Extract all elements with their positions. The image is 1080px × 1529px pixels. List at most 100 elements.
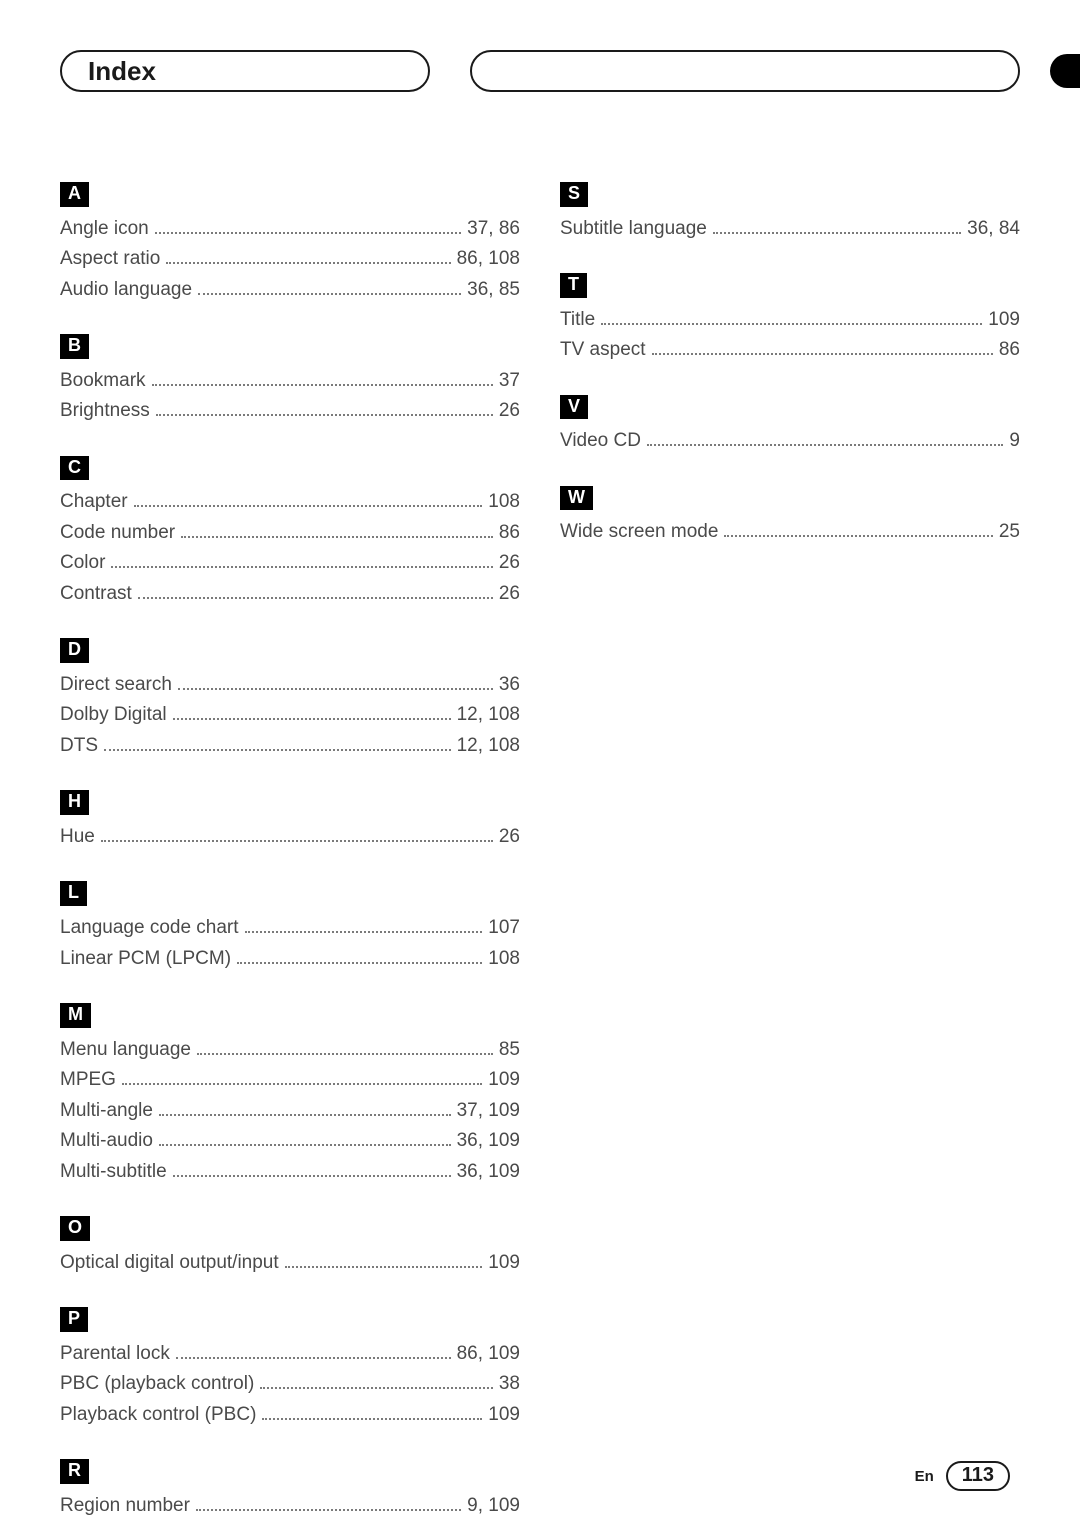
index-entry: Optical digital output/input109 — [60, 1249, 520, 1278]
index-section: OOptical digital output/input109 — [60, 1188, 520, 1277]
index-section: HHue26 — [60, 762, 520, 851]
index-entry: Multi-subtitle36, 109 — [60, 1158, 520, 1187]
index-column-right: SSubtitle language36, 84TTitle109TV aspe… — [560, 182, 1020, 1522]
index-section: CChapter108Code number86Color26Contrast2… — [60, 428, 520, 609]
leader-dots — [134, 505, 483, 507]
leader-dots — [155, 232, 461, 234]
index-pages: 36 — [499, 671, 520, 700]
index-term: Subtitle language — [560, 215, 707, 244]
index-term: PBC (playback control) — [60, 1370, 254, 1399]
leader-dots — [178, 688, 493, 690]
index-pages: 26 — [499, 397, 520, 426]
index-term: Multi-audio — [60, 1127, 153, 1156]
index-pages: 37, 109 — [457, 1097, 520, 1126]
index-pages: 38 — [499, 1370, 520, 1399]
leader-dots — [156, 414, 493, 416]
leader-dots — [713, 232, 961, 234]
index-entry: Color 26 — [60, 549, 520, 578]
index-entry: Playback control (PBC)109 — [60, 1401, 520, 1430]
index-entry: Dolby Digital12, 108 — [60, 701, 520, 730]
index-pages: 109 — [488, 1066, 520, 1095]
index-term: Aspect ratio — [60, 245, 160, 274]
index-section: LLanguage code chart107Linear PCM (LPCM)… — [60, 853, 520, 973]
index-section: A Angle icon37, 86Aspect ratio 86, 108Audi… — [60, 182, 520, 304]
index-pages: 37, 86 — [467, 215, 520, 244]
index-pages: 36, 85 — [467, 276, 520, 305]
index-pages: 26 — [499, 580, 520, 609]
index-section: WWide screen mode25 — [560, 458, 1020, 547]
letter-badge: S — [560, 182, 588, 207]
leader-dots — [104, 749, 451, 751]
index-entry: Title 109 — [560, 306, 1020, 335]
index-pages: 26 — [499, 549, 520, 578]
index-section: S Subtitle language 36, 84 — [560, 182, 1020, 243]
index-term: Chapter — [60, 488, 128, 517]
header-row: Index — [60, 50, 1020, 92]
index-pages: 109 — [988, 306, 1020, 335]
index-pages: 9, 109 — [467, 1492, 520, 1521]
index-term: Color — [60, 549, 105, 578]
index-term: Dolby Digital — [60, 701, 167, 730]
index-term: Hue — [60, 823, 95, 852]
leader-dots — [652, 353, 993, 355]
leader-dots — [601, 323, 982, 325]
index-term: MPEG — [60, 1066, 116, 1095]
leader-dots — [724, 535, 992, 537]
index-entry: Code number86 — [60, 519, 520, 548]
index-pages: 36, 109 — [457, 1127, 520, 1156]
index-term: Brightness — [60, 397, 150, 426]
index-pages: 108 — [488, 945, 520, 974]
index-entry: Region number9, 109 — [60, 1492, 520, 1521]
index-term: Video CD — [560, 427, 641, 456]
index-section: R Region number9, 109 — [60, 1431, 520, 1520]
index-term: Linear PCM (LPCM) — [60, 945, 231, 974]
index-entry: Aspect ratio 86, 108 — [60, 245, 520, 274]
index-section: TTitle109TV aspect86 — [560, 245, 1020, 365]
index-term: Contrast — [60, 580, 132, 609]
index-pages: 109 — [488, 1249, 520, 1278]
index-section: V Video CD9 — [560, 367, 1020, 456]
index-entry: Video CD9 — [560, 427, 1020, 456]
letter-badge: A — [60, 182, 89, 207]
leader-dots — [197, 1053, 493, 1055]
index-term: Bookmark — [60, 367, 146, 396]
index-pages: 86 — [499, 519, 520, 548]
letter-badge: R — [60, 1459, 89, 1484]
index-pages: 36, 84 — [967, 215, 1020, 244]
leader-dots — [173, 1175, 451, 1177]
letter-badge: L — [60, 881, 87, 906]
letter-badge: D — [60, 638, 89, 663]
leader-dots — [237, 962, 482, 964]
leader-dots — [101, 840, 493, 842]
leader-dots — [262, 1418, 482, 1420]
index-term: Wide screen mode — [560, 518, 718, 547]
index-entry: Parental lock86, 109 — [60, 1340, 520, 1369]
index-term: Title — [560, 306, 595, 335]
page-title: Index — [88, 56, 156, 87]
letter-badge: V — [560, 395, 588, 420]
index-entry: Audio language36, 85 — [60, 276, 520, 305]
index-column-left: A Angle icon37, 86Aspect ratio 86, 108Audi… — [60, 182, 520, 1522]
letter-badge: B — [60, 334, 89, 359]
index-pages: 26 — [499, 823, 520, 852]
leader-dots — [198, 293, 461, 295]
index-entry: Direct search 36 — [60, 671, 520, 700]
index-pages: 107 — [488, 914, 520, 943]
index-term: Parental lock — [60, 1340, 170, 1369]
edge-tab — [1050, 54, 1080, 88]
index-pages: 86, 108 — [457, 245, 520, 274]
leader-dots — [138, 597, 493, 599]
index-section: MMenu language85MPEG109Multi-angle37, 10… — [60, 975, 520, 1186]
index-term: Direct search — [60, 671, 172, 700]
index-entry: Menu language85 — [60, 1036, 520, 1065]
index-columns: A Angle icon37, 86Aspect ratio 86, 108Audi… — [60, 182, 1020, 1522]
index-entry: Linear PCM (LPCM) 108 — [60, 945, 520, 974]
index-entry: MPEG 109 — [60, 1066, 520, 1095]
leader-dots — [166, 262, 450, 264]
leader-dots — [181, 536, 493, 538]
leader-dots — [196, 1509, 461, 1511]
index-entry: Angle icon37, 86 — [60, 215, 520, 244]
index-section: P Parental lock86, 109PBC (playback contr… — [60, 1279, 520, 1429]
letter-badge: P — [60, 1307, 88, 1332]
leader-dots — [152, 384, 493, 386]
